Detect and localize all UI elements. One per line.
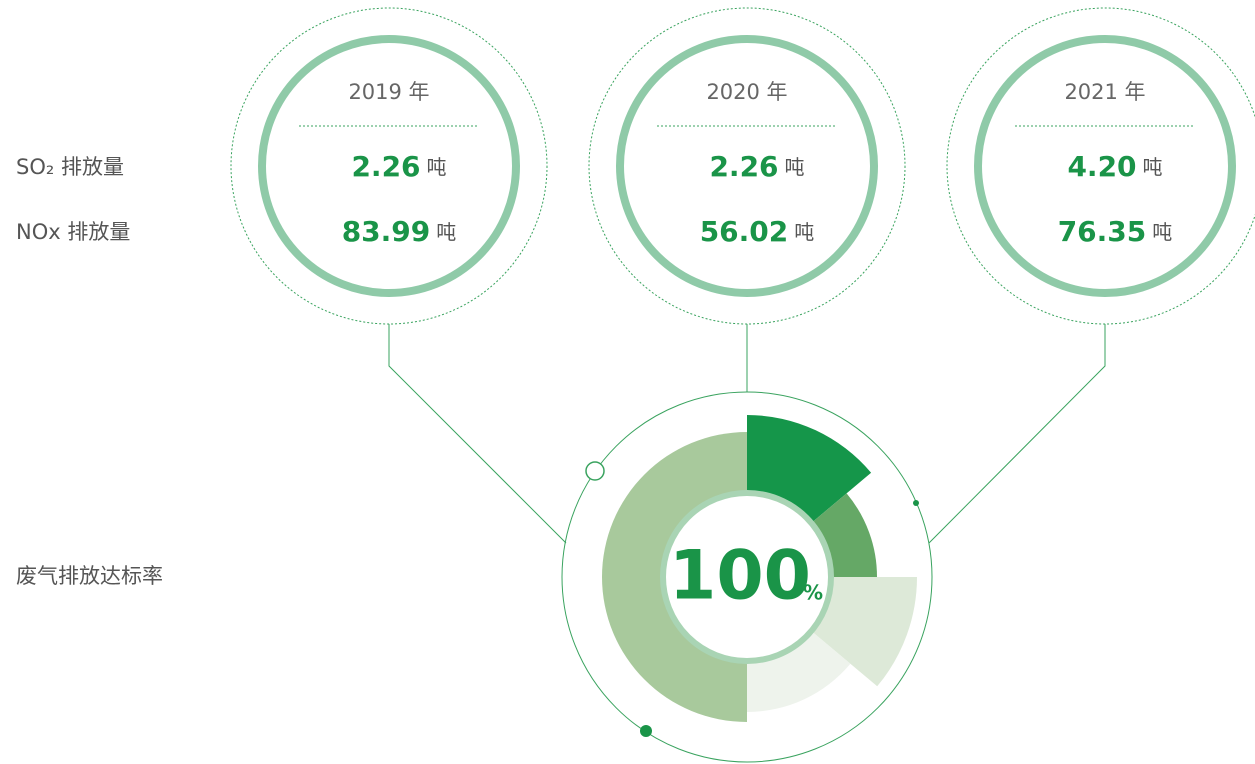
year: 2019 年 <box>348 80 429 104</box>
year-ring <box>974 35 1236 297</box>
rate-unit: % <box>803 581 823 605</box>
nox-value-line: 76.35 吨 <box>1058 215 1173 248</box>
unit: 吨 <box>1152 220 1172 244</box>
nox-value: 83.99 <box>342 215 431 248</box>
nox-label: NOx 排放量 <box>16 220 130 244</box>
unit: 吨 <box>794 220 814 244</box>
year-ring <box>616 35 878 297</box>
nox-value-line: 56.02 吨 <box>700 215 815 248</box>
outer-dotted-ring <box>588 7 906 325</box>
so2-value: 2.26 <box>351 150 420 183</box>
nox-value-line: 83.99 吨 <box>342 215 457 248</box>
nox-value: 76.35 <box>1058 215 1147 248</box>
so2-value-line: 4.20 吨 <box>1067 150 1162 183</box>
rate-value: 100 <box>669 537 811 616</box>
decor-dot <box>640 725 652 737</box>
so2-value-line: 2.26 吨 <box>351 150 446 183</box>
decor-dot <box>913 500 919 506</box>
unit: 吨 <box>427 155 447 179</box>
decor-ring <box>585 461 605 481</box>
year-ring <box>258 35 520 297</box>
unit: 吨 <box>1143 155 1163 179</box>
unit: 吨 <box>785 155 805 179</box>
rose <box>602 414 917 722</box>
connectors <box>388 324 1106 763</box>
so2-value-line: 2.26 吨 <box>709 150 804 183</box>
nox-value: 56.02 <box>700 215 789 248</box>
so2-value: 2.26 <box>709 150 778 183</box>
outer-dotted-ring <box>230 7 548 325</box>
unit: 吨 <box>436 220 456 244</box>
so2-label: SO₂ 排放量 <box>16 155 124 179</box>
so2-value: 4.20 <box>1067 150 1136 183</box>
year: 2020 年 <box>706 80 787 104</box>
year: 2021 年 <box>1064 80 1145 104</box>
outer-dotted-ring <box>946 7 1255 325</box>
rate-label: 废气排放达标率 <box>16 564 163 588</box>
